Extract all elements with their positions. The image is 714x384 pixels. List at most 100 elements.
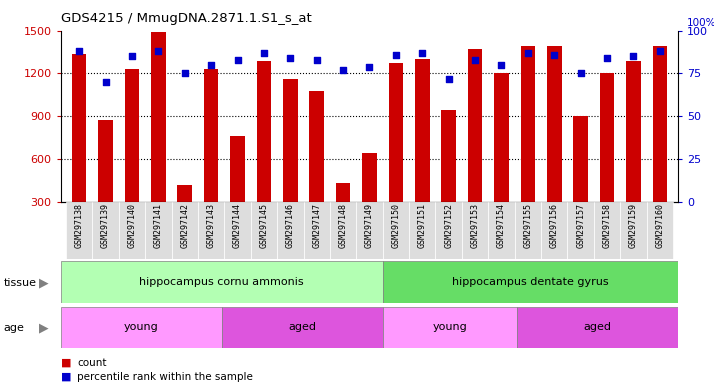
Text: GSM297149: GSM297149 (365, 204, 374, 248)
Text: GSM297139: GSM297139 (101, 204, 110, 248)
Text: GSM297148: GSM297148 (338, 204, 348, 248)
Bar (171, 202, 198, 259)
Bar (517, 307, 678, 348)
Text: GSM297160: GSM297160 (655, 204, 664, 248)
Bar (488, 202, 515, 259)
Bar (594, 202, 620, 259)
Bar (468, 49, 483, 244)
Text: ■: ■ (61, 358, 75, 368)
Bar (620, 202, 647, 259)
Point (100, 79, 111, 85)
Bar (573, 116, 588, 244)
Bar (600, 73, 614, 244)
Point (628, 53, 639, 60)
Text: GSM297146: GSM297146 (286, 204, 295, 248)
Point (390, 51, 401, 58)
Bar (231, 136, 245, 244)
Bar (198, 202, 224, 259)
Point (363, 63, 375, 70)
Text: GSM297144: GSM297144 (233, 204, 242, 248)
Bar (61, 261, 383, 303)
Text: GSM297154: GSM297154 (497, 204, 506, 248)
Point (285, 55, 296, 61)
Text: GSM297155: GSM297155 (523, 204, 533, 248)
Text: GSM297141: GSM297141 (154, 204, 163, 248)
Point (469, 57, 481, 63)
Text: GSM297145: GSM297145 (259, 204, 268, 248)
Text: GSM297153: GSM297153 (471, 204, 480, 248)
Text: aged: aged (288, 322, 316, 333)
Point (601, 55, 613, 61)
Text: GSM297158: GSM297158 (603, 204, 611, 248)
Bar (224, 202, 251, 259)
Bar (541, 202, 568, 259)
Bar (145, 202, 171, 259)
Point (232, 57, 243, 63)
Bar (415, 59, 430, 244)
Text: ■: ■ (61, 372, 75, 382)
Bar (436, 202, 462, 259)
Point (74, 48, 85, 54)
Bar (521, 46, 535, 244)
Bar (309, 91, 324, 244)
Bar (409, 202, 436, 259)
Text: GSM297159: GSM297159 (629, 204, 638, 248)
Bar (383, 261, 678, 303)
Text: GSM297143: GSM297143 (206, 204, 216, 248)
Bar (99, 121, 113, 244)
Point (416, 50, 428, 56)
Bar (72, 53, 86, 244)
Point (522, 50, 533, 56)
Bar (647, 202, 673, 259)
Bar (303, 202, 330, 259)
Bar (362, 153, 377, 244)
Bar (222, 307, 383, 348)
Bar (256, 61, 271, 244)
Text: aged: aged (584, 322, 612, 333)
Bar (178, 185, 192, 244)
Bar (626, 61, 640, 244)
Bar (251, 202, 277, 259)
Point (496, 62, 507, 68)
Bar (547, 46, 561, 244)
Bar (66, 202, 92, 259)
Bar (653, 46, 667, 244)
Point (338, 67, 349, 73)
Text: young: young (433, 322, 468, 333)
Point (654, 48, 665, 54)
Bar (204, 69, 218, 244)
Text: ▶: ▶ (39, 277, 49, 290)
Text: count: count (77, 358, 106, 368)
Text: GDS4215 / MmugDNA.2871.1.S1_s_at: GDS4215 / MmugDNA.2871.1.S1_s_at (61, 12, 311, 25)
Text: ▶: ▶ (39, 321, 49, 334)
Bar (462, 202, 488, 259)
Bar (388, 63, 403, 244)
Text: GSM297151: GSM297151 (418, 204, 427, 248)
Point (179, 70, 191, 76)
Bar (119, 202, 145, 259)
Text: tissue: tissue (4, 278, 36, 288)
Text: GSM297140: GSM297140 (128, 204, 136, 248)
Bar (383, 202, 409, 259)
Text: young: young (124, 322, 159, 333)
Bar (356, 202, 383, 259)
Bar (330, 202, 356, 259)
Bar (441, 111, 456, 244)
Text: 100%: 100% (687, 18, 714, 28)
Text: percentile rank within the sample: percentile rank within the sample (77, 372, 253, 382)
Point (548, 51, 560, 58)
Text: age: age (4, 323, 24, 333)
Bar (494, 73, 508, 244)
Point (258, 50, 270, 56)
Text: GSM297147: GSM297147 (312, 204, 321, 248)
Point (311, 57, 323, 63)
Bar (336, 183, 351, 244)
Bar (283, 79, 298, 244)
Point (206, 62, 217, 68)
Bar (61, 307, 222, 348)
Bar (125, 69, 139, 244)
Bar (277, 202, 303, 259)
Bar (383, 307, 517, 348)
Text: GSM297157: GSM297157 (576, 204, 585, 248)
Text: hippocampus cornu ammonis: hippocampus cornu ammonis (139, 277, 304, 287)
